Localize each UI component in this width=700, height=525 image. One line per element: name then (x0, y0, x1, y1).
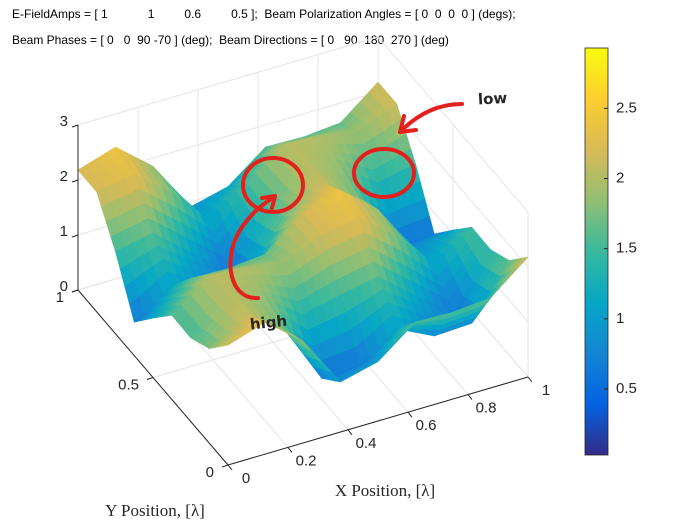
x-tick (407, 411, 413, 418)
colorbar-tick-label: 2.5 (616, 99, 637, 116)
z-tick-label: 0 (60, 278, 68, 295)
annotation: high (249, 312, 288, 334)
y-tick-label: 0.5 (118, 376, 139, 393)
y-tick (221, 464, 229, 468)
x-tick (287, 447, 293, 453)
colorbar-tick-label: 2 (616, 169, 624, 186)
grid-line (377, 36, 529, 213)
circle-mark (352, 147, 416, 199)
z-tick-label: 3 (60, 113, 68, 130)
surface (77, 81, 529, 383)
x-tick (227, 464, 233, 471)
z-tick (71, 289, 79, 293)
y-tick-label: 1 (56, 289, 64, 306)
x-axis (227, 376, 529, 466)
colorbar-tick-label: 1 (616, 310, 624, 327)
z-tick-label: 2 (60, 168, 68, 185)
z-tick (71, 234, 79, 238)
x-tick (527, 376, 533, 383)
z-tick (71, 124, 79, 128)
title-line: Beam Phases = [ 0 0 90 -70 ] (deg); Beam… (12, 33, 449, 47)
x-tick (467, 394, 473, 400)
y-tick-label: 0 (206, 464, 214, 481)
y-tick (146, 377, 154, 380)
x-tick-label: 1 (542, 382, 550, 399)
x-tick-label: 0 (242, 470, 250, 487)
colorbar-tick-label: 1.5 (616, 240, 637, 257)
colorbar-tick-label: 0.5 (616, 380, 637, 397)
x-axis-label: X Position, [λ] (335, 481, 435, 500)
grid-line (77, 36, 379, 126)
arrow (228, 194, 277, 301)
x-tick-label: 0.2 (296, 452, 317, 469)
y-axis-label: Y Position, [λ] (105, 501, 205, 520)
z-tick-label: 1 (60, 223, 68, 240)
x-tick-label: 0.4 (356, 435, 377, 452)
surface-patch (223, 338, 239, 347)
annotations: low high (228, 89, 508, 334)
circle-mark (241, 156, 305, 214)
annotation: low (478, 89, 508, 109)
colorbar-fill (584, 47, 609, 456)
x-tick-label: 0.6 (416, 417, 437, 434)
x-tick-label: 0.8 (476, 400, 497, 417)
arrow (398, 102, 464, 134)
x-tick (347, 429, 353, 436)
z-tick (71, 179, 79, 183)
title-line: E-FieldAmps = [ 1 1 0.6 0.5 ]; Beam Pola… (12, 7, 516, 21)
colorbar: 0.5 1 1.5 2 2.5 (584, 47, 637, 456)
